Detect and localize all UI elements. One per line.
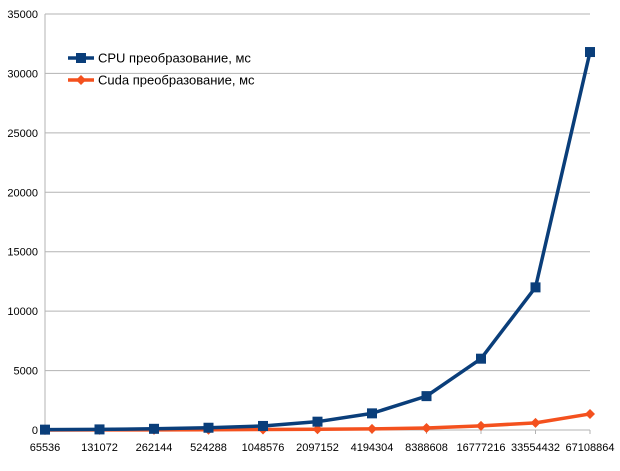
legend-swatch-marker xyxy=(76,53,86,63)
data-point xyxy=(530,417,541,428)
data-point xyxy=(367,423,377,434)
x-tick-label: 8388608 xyxy=(405,442,448,454)
legend-label: Cuda преобразование, мс xyxy=(98,73,255,88)
x-tick-label: 524288 xyxy=(190,442,227,454)
y-tick-label: 15000 xyxy=(7,247,38,259)
data-point xyxy=(585,408,595,419)
x-tick-label: 262144 xyxy=(136,442,173,454)
legend-label: CPU преобразование, мс xyxy=(98,51,251,66)
data-point xyxy=(421,422,432,433)
y-tick-label: 20000 xyxy=(7,187,38,199)
data-point xyxy=(258,420,268,431)
y-tick-label: 30000 xyxy=(7,68,38,80)
legend: CPU преобразование, мс Cuda преобразовани… xyxy=(68,51,255,88)
y-tick-label: 0 xyxy=(32,425,38,437)
y-tick-label: 10000 xyxy=(7,306,38,318)
data-point xyxy=(312,424,323,435)
y-tick-label: 5000 xyxy=(14,366,38,378)
x-tick-label: 1048576 xyxy=(242,442,285,454)
data-point xyxy=(149,423,159,434)
data-point xyxy=(367,408,377,419)
legend-swatch-marker xyxy=(76,75,86,85)
data-point xyxy=(312,416,323,427)
x-tick-label: 131072 xyxy=(81,442,118,454)
x-tick-label: 67108864 xyxy=(566,442,615,454)
x-tick-label: 65536 xyxy=(30,442,61,454)
x-tick-label: 33554432 xyxy=(511,442,560,454)
data-point xyxy=(585,47,595,58)
legend-item: Cuda преобразование, мс xyxy=(68,73,255,88)
data-point xyxy=(421,391,432,402)
x-tick-labels: 65536 131072 262144 524288 1048576 2097152 419… xyxy=(30,442,615,454)
gridlines xyxy=(45,13,590,431)
x-tick-label: 4194304 xyxy=(351,442,394,454)
y-tick-label: 25000 xyxy=(7,128,38,140)
legend-item: CPU преобразование, мс xyxy=(68,51,251,66)
x-tick-label: 2097152 xyxy=(296,442,339,454)
series-lines xyxy=(40,47,595,435)
y-tick-labels: 0 5000 10000 15000 20000 25000 30000 35000 xyxy=(7,9,38,437)
y-tick-label: 35000 xyxy=(7,9,38,21)
data-point xyxy=(40,424,50,435)
series-line xyxy=(43,50,592,432)
data-point xyxy=(530,282,541,293)
data-point xyxy=(476,353,486,364)
data-point xyxy=(94,424,105,435)
series-square xyxy=(40,47,595,435)
data-point xyxy=(476,420,486,431)
x-tick-label: 16777216 xyxy=(457,442,506,454)
data-point xyxy=(203,422,214,433)
